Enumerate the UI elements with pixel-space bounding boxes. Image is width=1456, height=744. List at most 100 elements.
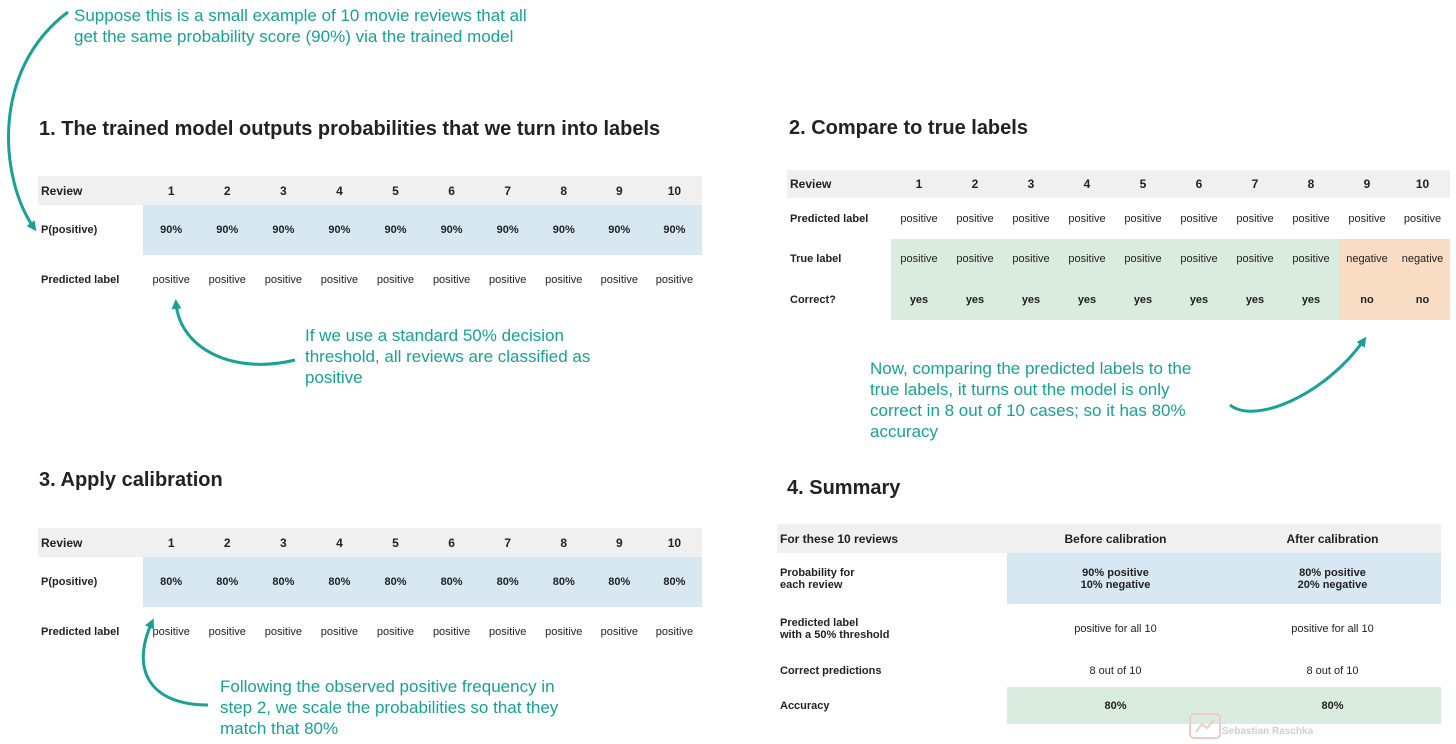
before-probability-cell: 90% positive 10% negative [1007,553,1224,604]
correct-row: Correct? yes yes yes yes yes yes yes yes… [787,279,1450,320]
predicted-cell: positive [1124,212,1162,225]
predicted-cell: positive [264,274,302,286]
predicted-cell: positive [432,274,471,286]
predicted-label-row: Predicted label positive positive positi… [38,607,702,657]
after-correct-cell: 8 out of 10 [1306,664,1359,677]
label-line: Predicted label [780,617,859,629]
probability-cell: 90% [143,205,200,255]
calibration-arrow [141,618,209,707]
after-probability-cell: 80% positive 20% negative [1224,553,1441,604]
review-number: 9 [591,176,647,205]
after-negative: 20% negative [1297,578,1368,591]
correct-cell: yes [1171,279,1227,320]
row-label-predicted: Predicted label [790,212,869,225]
intro-note: Suppose this is a small example of 10 mo… [74,6,527,46]
row-label-probability-summary: Probability for each review [777,553,1007,604]
predicted-cell: positive [264,626,302,638]
true-label-cell: positive [1115,239,1171,279]
threshold-note: If we use a standard 50% decision thresh… [305,326,591,387]
probability-cell: 90% [255,205,312,255]
before-accuracy-cell: 80% [1007,687,1224,724]
label-line: Probability for [780,566,855,579]
predicted-cell: positive [1348,212,1386,225]
review-number: 6 [1171,170,1227,198]
predicted-cell: positive [208,274,246,286]
probability-cell: 90% [423,205,480,255]
predicted-cell: positive [1012,212,1050,225]
calibration-note: Following the observed positive frequenc… [220,677,559,738]
review-number: 8 [535,176,592,205]
review-header-row: Review 1 2 3 4 5 6 7 8 9 10 [38,176,702,205]
probability-cell: 80% [367,557,424,607]
review-number: 10 [646,528,702,557]
row-label-probability: P(positive) [41,224,98,236]
predicted-summary-row: Predicted label with a 50% threshold pos… [777,604,1441,654]
summary-header-label: For these 10 reviews [777,524,1007,553]
probability-cell: 90% [591,205,647,255]
section1-title: 1. The trained model outputs probabiliti… [39,118,661,140]
review-number: 3 [255,528,312,557]
predicted-cell: positive [600,626,638,638]
compare-arrow [1229,336,1367,413]
probability-row: P(positive) 80% 80% 80% 80% 80% 80% 80% … [38,557,702,607]
review-number: 8 [535,528,592,557]
watermark-logo-icon [1189,713,1221,739]
review-number: 4 [311,528,368,557]
correct-cell: yes [1115,279,1171,320]
correct-cell: yes [947,279,1003,320]
review-number: 10 [1395,170,1450,198]
probability-cell: 80% [646,557,702,607]
label-line: with a 50% threshold [780,629,890,641]
compare-note: Now, comparing the predicted labels to t… [870,359,1192,441]
review-number: 2 [199,528,256,557]
row-label-correct: Correct? [790,293,836,306]
predicted-label-row: Predicted label positive positive positi… [38,255,702,305]
section1-table: Review 1 2 3 4 5 6 7 8 9 10 P(positive) … [38,176,702,305]
review-header-row: Review 1 2 3 4 5 6 7 8 9 10 [787,170,1450,198]
true-label-cell: positive [1227,239,1283,279]
predicted-cell: positive [376,626,415,638]
predicted-cell: positive [320,274,359,286]
section2-table: Review 1 2 3 4 5 6 7 8 9 10 Predicted la… [787,170,1450,320]
predicted-cell: positive [655,626,694,638]
probability-cell: 90% [311,205,368,255]
predicted-cell: positive [900,212,938,225]
review-number: 7 [479,176,536,205]
row-label-review: Review [38,176,144,205]
probability-cell: 80% [199,557,256,607]
after-calibration-header: After calibration [1224,524,1441,553]
review-number: 1 [891,170,947,198]
after-accuracy-cell: 80% [1224,687,1441,724]
predicted-cell: positive [956,212,994,225]
row-label-correct-summary: Correct predictions [780,664,882,677]
before-negative: 10% negative [1080,578,1151,591]
probability-cell: 90% [646,205,702,255]
predicted-cell: positive [1068,212,1106,225]
section4-title: 4. Summary [787,477,901,499]
probability-cell: 80% [423,557,480,607]
review-number: 6 [423,528,480,557]
predicted-cell: positive [1180,212,1218,225]
probability-cell: 80% [535,557,592,607]
review-number: 4 [311,176,368,205]
probability-cell: 90% [199,205,256,255]
row-label-true: True label [790,253,842,265]
correct-summary-row: Correct predictions 8 out of 10 8 out of… [777,654,1441,687]
review-number: 10 [646,176,702,205]
review-number: 1 [143,528,200,557]
predicted-cell: positive [152,274,190,286]
review-number: 9 [1339,170,1395,198]
after-predicted-cell: positive for all 10 [1291,623,1374,635]
row-label-predicted: Predicted label [41,626,120,638]
review-number: 7 [1227,170,1283,198]
true-label-cell: positive [947,239,1003,279]
row-label-predicted: Predicted label [41,274,120,286]
predicted-label-row: Predicted label positive positive positi… [787,198,1450,239]
probability-cell: 80% [479,557,536,607]
probability-cell: 90% [367,205,424,255]
true-label-cell: positive [1003,239,1059,279]
predicted-cell: positive [1403,212,1442,225]
before-correct-cell: 8 out of 10 [1089,664,1142,677]
watermark-text: Sebastian Raschka [1222,726,1314,737]
